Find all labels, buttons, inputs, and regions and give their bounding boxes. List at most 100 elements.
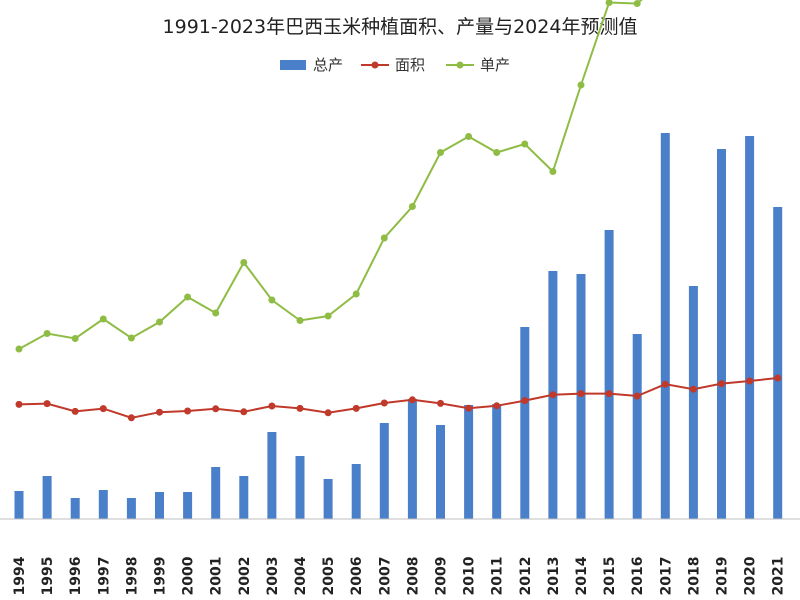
x-tick-label-2011: 2011 — [490, 557, 506, 596]
point-area-2019 — [718, 380, 725, 388]
bar-total-2000 — [183, 492, 193, 519]
bar-total-1998 — [126, 498, 136, 519]
point-yield-2014 — [577, 81, 585, 89]
bar-total-2015 — [604, 230, 614, 519]
point-yield-2006 — [352, 290, 360, 298]
bar-total-1999 — [155, 492, 164, 519]
x-tick-label-2008: 2008 — [405, 557, 421, 596]
x-tick-label-2009: 2009 — [434, 557, 450, 596]
point-yield-1994 — [15, 345, 23, 353]
point-yield-2016 — [633, 0, 641, 7]
x-tick-label-2006: 2006 — [349, 557, 365, 596]
bar-total-2009 — [436, 425, 445, 519]
x-tick-label-2016: 2016 — [630, 557, 646, 596]
point-area-2014 — [577, 390, 585, 398]
bar-total-2011 — [492, 404, 502, 519]
x-tick-label-2018: 2018 — [686, 557, 702, 596]
bar-total-2002 — [239, 476, 249, 519]
point-yield-2008 — [408, 203, 416, 210]
legend-swatch-bar — [280, 60, 306, 70]
bar-total-2010 — [464, 405, 474, 519]
legend-swatch-marker — [371, 61, 379, 69]
point-area-2018 — [689, 385, 697, 393]
point-yield-2009 — [437, 149, 444, 156]
bar-total-2001 — [211, 467, 221, 519]
point-area-2001 — [212, 405, 220, 413]
x-tick-label-2021: 2021 — [771, 557, 787, 596]
legend-item-3: 单产 — [446, 56, 510, 74]
bar-total-2021 — [773, 207, 783, 519]
x-tick-label-1995: 1995 — [40, 557, 56, 596]
point-yield-2015 — [605, 0, 613, 6]
point-yield-2000 — [184, 293, 192, 301]
point-area-2017 — [661, 380, 669, 388]
point-area-1997 — [99, 405, 107, 413]
bar-total-2008 — [407, 399, 417, 519]
x-tick-label-1994: 1994 — [12, 556, 28, 595]
bar-total-2018 — [688, 286, 698, 519]
bar-total-1995 — [42, 476, 52, 519]
legend-item-2: 面积 — [361, 56, 425, 74]
x-tick-label-2020: 2020 — [743, 556, 759, 595]
point-yield-2004 — [296, 317, 304, 324]
bar-total-2003 — [267, 432, 277, 519]
point-area-2004 — [296, 404, 304, 412]
legend-item-1: 总产 — [280, 56, 343, 74]
point-yield-2007 — [380, 234, 388, 242]
x-tick-label-2001: 2001 — [209, 557, 225, 596]
x-axis: 1994 1995 1996 1997 1998 1999 2000 2001 2002 2003… — [0, 518, 800, 596]
bar-total-2004 — [295, 456, 305, 519]
bar-total-2005 — [323, 479, 333, 519]
point-area-2005 — [324, 409, 332, 417]
point-yield-2005 — [324, 312, 332, 320]
x-tick-label-2013: 2013 — [546, 557, 562, 596]
point-area-1999 — [156, 408, 163, 416]
point-area-1994 — [15, 400, 23, 408]
bar-total-2020 — [745, 136, 755, 519]
x-tick-label-2005: 2005 — [321, 557, 337, 596]
x-tick-label-1999: 1999 — [153, 557, 169, 596]
chart-title: 1991-2023年巴西玉米种植面积、产量与2024年预测值 — [163, 16, 638, 38]
point-yield-2003 — [268, 296, 276, 304]
point-area-2007 — [380, 399, 388, 407]
bar-total-1997 — [98, 490, 108, 519]
x-tick-label-1996: 1996 — [68, 557, 84, 596]
point-yield-2001 — [212, 309, 220, 317]
x-tick-label-2017: 2017 — [658, 557, 674, 596]
point-area-2003 — [268, 402, 276, 410]
x-tick-label-2019: 2019 — [715, 557, 731, 596]
point-area-2021 — [774, 374, 782, 382]
x-tick-label-2004: 2004 — [293, 556, 309, 595]
point-area-1996 — [71, 407, 79, 415]
point-area-2012 — [521, 397, 529, 405]
bar-total-2019 — [717, 149, 726, 519]
x-tick-label-2010: 2010 — [462, 556, 478, 595]
line-area — [18, 377, 778, 419]
x-tick-label-2000: 2000 — [181, 556, 197, 595]
legend-swatch-marker — [456, 61, 464, 69]
point-area-2016 — [633, 392, 641, 400]
point-area-2006 — [352, 404, 360, 412]
bar-total-2016 — [632, 334, 642, 519]
x-tick-label-2003: 2003 — [265, 557, 281, 596]
x-tick-label-2014: 2014 — [574, 556, 590, 595]
bar-total-2006 — [351, 464, 361, 519]
point-yield-1995 — [43, 330, 51, 337]
point-yield-2011 — [493, 149, 501, 156]
legend: 总产 面积 单产 — [280, 56, 510, 74]
x-tick-label-2002: 2002 — [237, 557, 253, 596]
point-area-2008 — [408, 396, 416, 404]
point-yield-2012 — [521, 140, 529, 148]
bar-series-group — [14, 133, 783, 519]
point-yield-2013 — [549, 168, 557, 175]
bar-total-2012 — [520, 327, 530, 519]
bar-total-2007 — [379, 423, 389, 519]
x-tick-label-2012: 2012 — [518, 557, 534, 596]
point-area-1998 — [127, 414, 135, 422]
point-area-2010 — [465, 404, 473, 412]
bar-total-2017 — [660, 133, 670, 519]
legend-label: 总产 — [313, 56, 343, 74]
point-yield-1998 — [127, 334, 135, 342]
